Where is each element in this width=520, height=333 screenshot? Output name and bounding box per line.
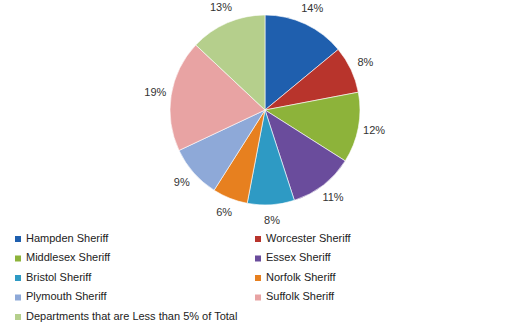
svg-text:13%: 13% <box>210 1 232 13</box>
svg-text:11%: 11% <box>322 191 343 203</box>
svg-text:Departments that are Less than: Departments that are Less than 5% of Tot… <box>26 310 237 322</box>
svg-text:Suffolk Sheriff: Suffolk Sheriff <box>266 290 335 302</box>
svg-text:9%: 9% <box>174 176 190 188</box>
svg-text:6%: 6% <box>216 206 232 218</box>
svg-text:Hampden Sheriff: Hampden Sheriff <box>26 232 109 244</box>
svg-text:8%: 8% <box>264 214 280 226</box>
svg-text:Bristol Sheriff: Bristol Sheriff <box>26 271 92 283</box>
svg-text:12%: 12% <box>363 124 385 136</box>
svg-text:Norfolk Sheriff: Norfolk Sheriff <box>266 271 336 283</box>
svg-text:8%: 8% <box>357 56 373 68</box>
svg-text:Essex Sheriff: Essex Sheriff <box>266 251 332 263</box>
svg-text:Middlesex Sheriff: Middlesex Sheriff <box>26 251 111 263</box>
svg-text:19%: 19% <box>144 86 166 98</box>
svg-text:Worcester Sheriff: Worcester Sheriff <box>266 232 352 244</box>
svg-text:14%: 14% <box>301 2 323 14</box>
svg-text:Plymouth Sheriff: Plymouth Sheriff <box>26 290 107 302</box>
